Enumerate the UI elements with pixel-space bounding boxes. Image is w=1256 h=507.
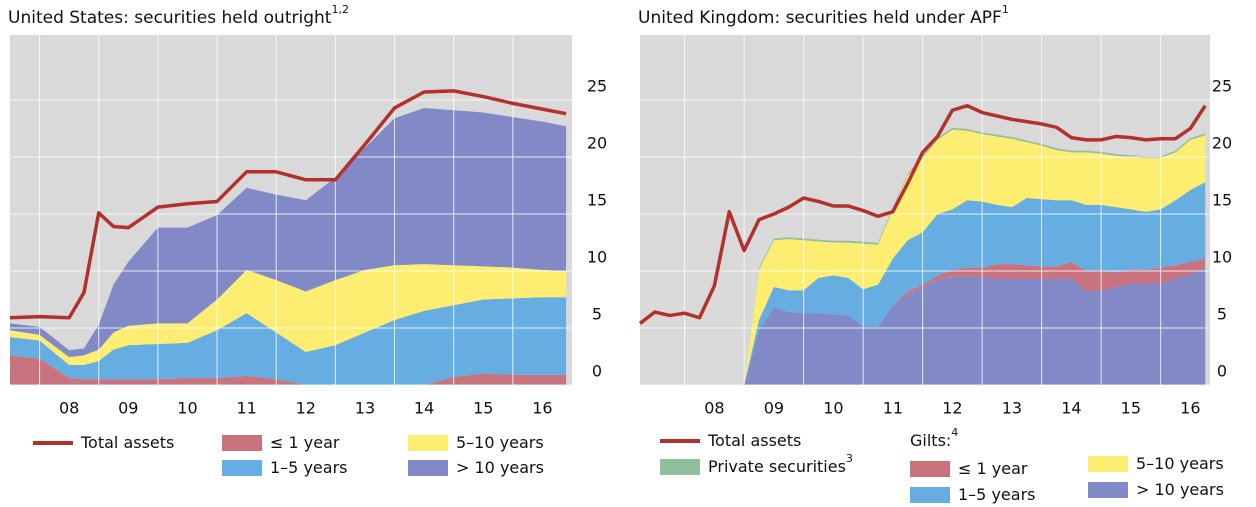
area: [10, 107, 567, 358]
legend-label: 5–10 years: [456, 433, 544, 452]
chart-title: United Kingdom: securities held under AP…: [638, 3, 1009, 28]
chart-title-superscript: 1,2: [331, 3, 349, 16]
chart-title-superscript: 1: [1002, 3, 1009, 16]
x-tick-label: 14: [414, 399, 434, 418]
area: [10, 355, 567, 385]
legend-group-title: Gilts:4: [910, 426, 958, 450]
line: [638, 103, 1207, 325]
legend-group-title-text: Gilts:: [910, 431, 951, 450]
legend-label-text: ≤ 1 year: [270, 433, 340, 452]
x-tick-label: 12: [942, 399, 962, 418]
legend-label: ≤ 1 year: [958, 459, 1028, 478]
area: [744, 258, 1206, 385]
legend-label: Private securities3: [708, 452, 853, 476]
legend-swatch: [222, 460, 262, 476]
legend-label-text: 5–10 years: [1136, 454, 1224, 473]
y-tick-label: 15: [1212, 190, 1232, 209]
legend-swatch: [910, 461, 950, 477]
legend-label: ≤ 1 year: [270, 433, 340, 452]
x-tick-label: 09: [118, 399, 138, 418]
legend-label-superscript: 3: [846, 452, 853, 465]
legend-swatch: [222, 435, 262, 451]
y-tick-label: 10: [587, 247, 607, 266]
legend-label: Total assets: [80, 433, 174, 452]
legend-label: Total assets: [707, 431, 801, 450]
x-tick-label: 16: [532, 399, 552, 418]
x-tick-label: 09: [764, 399, 784, 418]
x-tick-label: 11: [236, 399, 256, 418]
y-tick-label: 20: [1212, 133, 1232, 152]
y-tick-label: 20: [587, 133, 607, 152]
legend-swatch: [1088, 456, 1128, 472]
y-tick-label: 0: [1217, 362, 1227, 381]
x-tick-label: 10: [177, 399, 197, 418]
legend-swatch: [910, 487, 950, 503]
legend-swatch: [408, 460, 448, 476]
y-tick-label: 25: [587, 76, 607, 95]
area: [744, 267, 1206, 385]
x-tick-label: 08: [704, 399, 724, 418]
area: [744, 182, 1206, 385]
y-tick-label: 10: [1212, 247, 1232, 266]
x-tick-label: 10: [823, 399, 843, 418]
legend-label: > 10 years: [456, 458, 544, 477]
legend-label-text: Total assets: [707, 431, 801, 450]
x-tick-label: 08: [59, 399, 79, 418]
area: [744, 129, 1206, 385]
legend-label: 1–5 years: [958, 485, 1035, 504]
line: [9, 89, 567, 320]
area: [10, 264, 567, 366]
area: [10, 297, 567, 385]
x-tick-label: 13: [355, 399, 375, 418]
legend-label-text: > 10 years: [1136, 480, 1224, 499]
legend-swatch: [1088, 482, 1128, 498]
y-tick-label: 0: [592, 362, 602, 381]
legend-label-text: 1–5 years: [958, 485, 1035, 504]
x-tick-label: 15: [1121, 399, 1141, 418]
chart-title-text: United States: securities held outright: [8, 8, 332, 28]
x-tick-label: 13: [1002, 399, 1022, 418]
legend-label-text: ≤ 1 year: [958, 459, 1028, 478]
legend-label: 1–5 years: [270, 458, 347, 477]
x-tick-label: 11: [883, 399, 903, 418]
y-tick-label: 5: [1217, 304, 1227, 323]
x-tick-label: 12: [296, 399, 316, 418]
legend-label-text: Private securities: [708, 457, 846, 476]
y-tick-label: 25: [1212, 76, 1232, 95]
legend-swatch: [660, 459, 700, 475]
legend-label-text: 1–5 years: [270, 458, 347, 477]
legend-label-text: Total assets: [80, 433, 174, 452]
y-tick-label: 15: [587, 190, 607, 209]
y-tick-label: 5: [592, 304, 602, 323]
x-tick-label: 15: [473, 399, 493, 418]
legend-label: > 10 years: [1136, 480, 1224, 499]
x-tick-label: 16: [1180, 399, 1200, 418]
chart-title: United States: securities held outright1…: [8, 3, 349, 28]
legend-label-text: 5–10 years: [456, 433, 544, 452]
legend-label-text: > 10 years: [456, 458, 544, 477]
chart-title-text: United Kingdom: securities held under AP…: [638, 8, 1002, 28]
legend-label: 5–10 years: [1136, 454, 1224, 473]
legend-group-title-superscript: 4: [951, 426, 958, 439]
x-tick-label: 14: [1061, 399, 1081, 418]
legend-swatch: [408, 435, 448, 451]
